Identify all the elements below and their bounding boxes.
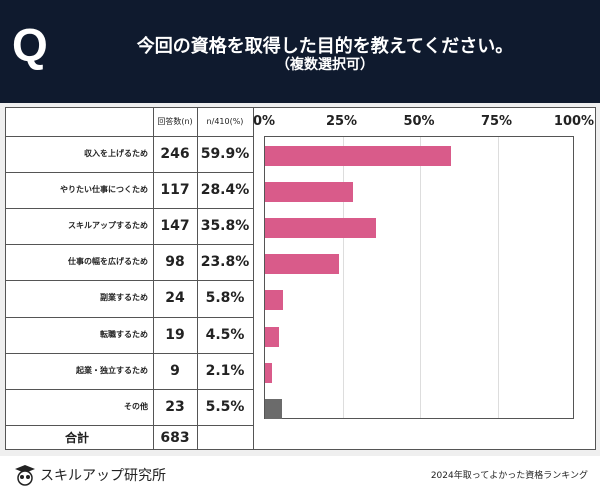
percent-value: 28.4% — [200, 182, 250, 199]
category-label: 仕事の幅を広げるため — [68, 257, 148, 267]
bar — [265, 218, 376, 239]
plot-area — [264, 136, 574, 419]
percent-value: 2.1% — [205, 362, 245, 379]
bar — [265, 326, 279, 347]
row-divider — [6, 424, 253, 426]
x-tick-label: 75% — [480, 114, 513, 129]
percent-value: 23.8% — [200, 254, 250, 271]
gridline — [420, 137, 421, 418]
divider — [153, 108, 154, 449]
category-label: 収入を上げるため — [84, 149, 148, 158]
row-divider — [6, 316, 253, 318]
x-tick-label: 50% — [403, 114, 435, 129]
bar — [265, 146, 451, 167]
category-label: 転職するため — [100, 329, 148, 339]
divider — [253, 108, 254, 449]
category-label: その他 — [124, 401, 148, 411]
q-mark: Q — [12, 19, 48, 71]
count-value: 24 — [165, 290, 185, 307]
count-value: 19 — [165, 326, 185, 343]
count-value: 246 — [160, 146, 190, 162]
col-header-percent: n/410(%) — [206, 117, 244, 126]
brand-logo: スキルアップ研究所 — [14, 464, 166, 486]
category-label: やりたい仕事につくため — [60, 185, 148, 195]
gridline — [342, 137, 344, 418]
owl-graduate-icon — [15, 465, 35, 486]
bar — [265, 254, 339, 275]
row-divider — [6, 388, 253, 390]
x-tick-label: 100% — [553, 114, 595, 129]
row-divider — [6, 136, 253, 137]
count-value: 117 — [160, 182, 190, 199]
row-divider — [6, 280, 253, 282]
count-value: 23 — [165, 398, 185, 415]
footer-caption: 2024年取ってよかった資格ランキング — [430, 471, 588, 481]
total-label: 合計 — [64, 431, 89, 445]
x-tick-label: 0% — [252, 114, 276, 129]
gridline — [497, 137, 499, 418]
category-label: 副業するため — [100, 293, 148, 303]
bar — [265, 362, 272, 383]
row-divider — [6, 244, 253, 246]
col-header-count: 回答数(n) — [157, 117, 193, 126]
row-divider — [6, 208, 253, 210]
total-count: 683 — [160, 430, 190, 446]
question-title: 今回の資格を取得した目的を教えてください。 — [136, 36, 514, 57]
percent-value: 35.8% — [200, 218, 250, 235]
percent-value: 59.9% — [200, 146, 250, 162]
percent-value: 4.5% — [205, 326, 245, 343]
count-value: 9 — [170, 362, 180, 379]
category-label: スキルアップするため — [68, 221, 148, 231]
row-divider — [6, 352, 253, 354]
category-label: 起業・独立するため — [76, 365, 148, 375]
x-tick-label: 25% — [325, 114, 358, 129]
question-header: Q 今回の資格を取得した目的を教えてください。 （複数選択可） — [0, 0, 600, 103]
row-divider — [6, 172, 253, 174]
percent-value: 5.8% — [205, 290, 245, 307]
question-subtitle: （複数選択可） — [276, 57, 374, 73]
footer: スキルアップ研究所 2024年取ってよかった資格ランキング — [0, 456, 600, 492]
bar — [265, 182, 354, 203]
divider — [197, 108, 198, 449]
bar — [265, 290, 283, 311]
brand-name: スキルアップ研究所 — [40, 468, 166, 484]
count-value: 98 — [165, 254, 185, 271]
percent-value: 5.5% — [205, 398, 245, 415]
bar — [265, 398, 283, 419]
count-value: 147 — [160, 218, 190, 235]
results-table: 回答数(n) n/410(%) 0% 25% 50% 75% 100% 収入を上げるため… — [5, 107, 596, 450]
